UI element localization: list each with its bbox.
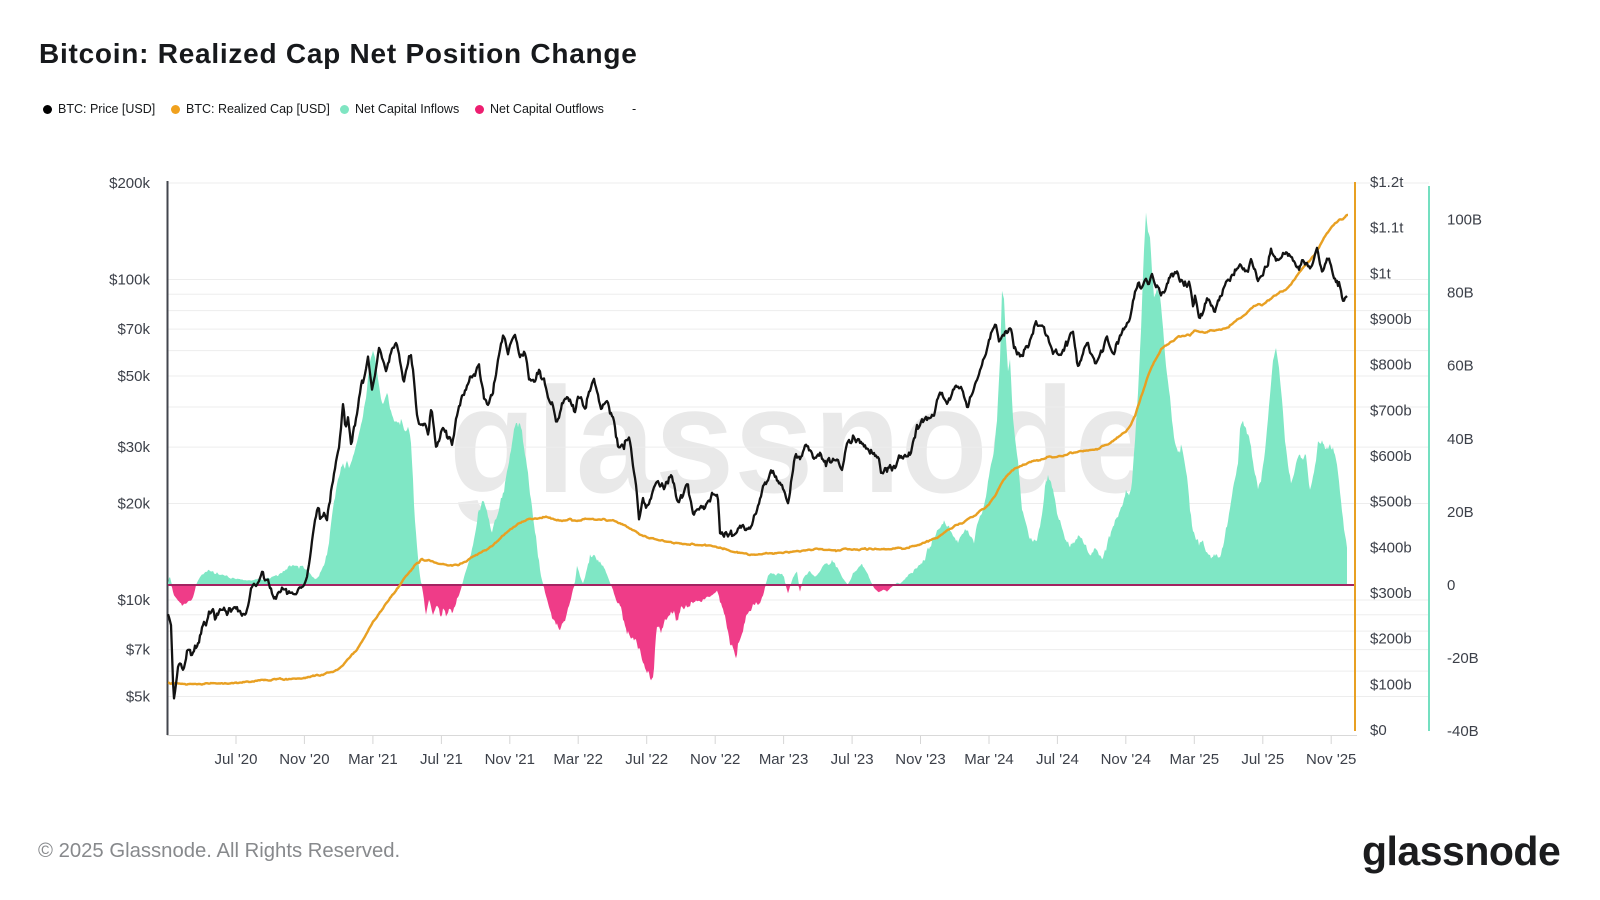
svg-text:Nov '24: Nov '24 bbox=[1101, 751, 1151, 768]
svg-text:Mar '22: Mar '22 bbox=[553, 751, 603, 768]
svg-text:$200k: $200k bbox=[109, 175, 150, 192]
svg-text:$1.2t: $1.2t bbox=[1370, 174, 1404, 191]
svg-text:$30k: $30k bbox=[117, 439, 150, 456]
svg-text:$100b: $100b bbox=[1370, 676, 1412, 693]
svg-text:$200b: $200b bbox=[1370, 631, 1412, 648]
svg-text:$900b: $900b bbox=[1370, 311, 1412, 328]
svg-text:Jul '22: Jul '22 bbox=[625, 751, 668, 768]
svg-text:$5k: $5k bbox=[126, 689, 151, 706]
svg-text:$1t: $1t bbox=[1370, 265, 1392, 282]
svg-text:$800b: $800b bbox=[1370, 357, 1412, 374]
svg-text:$700b: $700b bbox=[1370, 402, 1412, 419]
svg-text:Mar '23: Mar '23 bbox=[759, 751, 809, 768]
svg-text:$7k: $7k bbox=[126, 642, 151, 659]
svg-text:Nov '25: Nov '25 bbox=[1306, 751, 1356, 768]
svg-text:Jul '25: Jul '25 bbox=[1241, 751, 1284, 768]
svg-text:Jul '21: Jul '21 bbox=[420, 751, 463, 768]
svg-text:40B: 40B bbox=[1447, 431, 1474, 448]
svg-text:80B: 80B bbox=[1447, 285, 1474, 302]
svg-text:Jul '23: Jul '23 bbox=[831, 751, 874, 768]
svg-text:-20B: -20B bbox=[1447, 650, 1479, 667]
svg-text:Nov '20: Nov '20 bbox=[279, 751, 329, 768]
svg-text:$20k: $20k bbox=[117, 496, 150, 513]
svg-text:20B: 20B bbox=[1447, 504, 1474, 521]
svg-text:100B: 100B bbox=[1447, 212, 1482, 229]
svg-text:-40B: -40B bbox=[1447, 723, 1479, 740]
svg-text:Mar '21: Mar '21 bbox=[348, 751, 398, 768]
svg-text:$500b: $500b bbox=[1370, 494, 1412, 511]
svg-text:$100k: $100k bbox=[109, 272, 150, 289]
svg-text:$300b: $300b bbox=[1370, 585, 1412, 602]
svg-text:$400b: $400b bbox=[1370, 539, 1412, 556]
svg-text:$10k: $10k bbox=[117, 592, 150, 609]
svg-text:$0: $0 bbox=[1370, 722, 1387, 739]
svg-text:$50k: $50k bbox=[117, 368, 150, 385]
svg-text:$1.1t: $1.1t bbox=[1370, 220, 1404, 237]
svg-text:0: 0 bbox=[1447, 577, 1455, 594]
svg-text:60B: 60B bbox=[1447, 358, 1474, 375]
svg-text:Nov '21: Nov '21 bbox=[485, 751, 535, 768]
svg-text:$70k: $70k bbox=[117, 321, 150, 338]
svg-text:glassnode: glassnode bbox=[449, 356, 1154, 524]
svg-text:Jul '20: Jul '20 bbox=[215, 751, 258, 768]
svg-text:Mar '24: Mar '24 bbox=[964, 751, 1014, 768]
svg-text:Nov '22: Nov '22 bbox=[690, 751, 740, 768]
svg-text:$600b: $600b bbox=[1370, 448, 1412, 465]
svg-text:Mar '25: Mar '25 bbox=[1170, 751, 1220, 768]
svg-text:Nov '23: Nov '23 bbox=[895, 751, 945, 768]
svg-text:Jul '24: Jul '24 bbox=[1036, 751, 1079, 768]
